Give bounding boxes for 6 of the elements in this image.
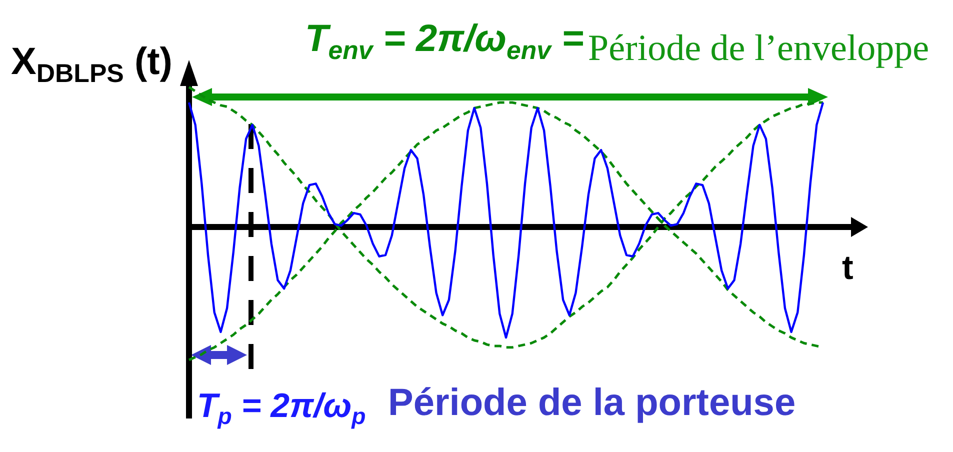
y-axis-title: X$_{DBLPS}$ (t) <box>11 41 172 88</box>
x-axis-title: t <box>842 249 854 288</box>
text: T$_{env}$ = 2π/ω$_{env}$ = <box>305 18 584 65</box>
text: T$_{p}$ = 2π/ω$_{p}$ <box>197 387 366 429</box>
text: Période de la porteuse <box>388 382 796 425</box>
text: Période de l’enveloppe <box>588 27 930 70</box>
